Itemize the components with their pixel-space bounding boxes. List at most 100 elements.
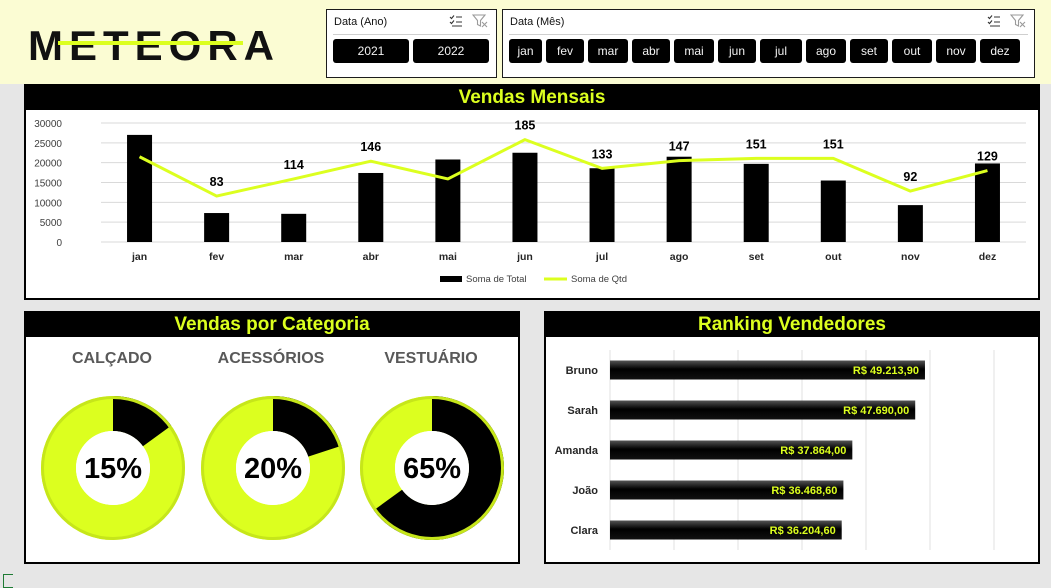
x-tick-label: jul [595,251,608,263]
month-chip[interactable]: out [892,39,932,63]
bar-total [666,156,692,242]
seller-bar [610,440,853,460]
qtd-data-label: 92 [903,170,917,184]
month-chip[interactable]: mai [674,39,714,63]
month-chip[interactable]: dez [980,39,1020,63]
sheet-corner-icon [3,574,13,588]
bar-total [974,163,1000,242]
qtd-data-label: 114 [284,158,304,172]
qtd-data-label: 154 [129,136,150,150]
seller-name: João [572,485,598,497]
month-chip[interactable]: fev [546,39,584,63]
qtd-data-label: 83 [210,175,224,189]
x-tick-label: mai [439,251,457,263]
seller-value-label: R$ 37.864,00 [780,445,846,457]
donut-hole [76,431,150,505]
donut-hole [236,431,310,505]
x-tick-label: jun [516,251,533,263]
donut-outline [360,396,504,540]
clear-filter-icon[interactable] [1010,14,1026,28]
donut-outline [201,396,345,540]
bar-total [512,152,538,242]
slicer-month-title: Data (Mês) [510,16,565,28]
donut-outline [41,396,185,540]
month-chip[interactable]: jul [760,39,802,63]
y-tick-label: 30000 [34,119,62,130]
y-tick-label: 20000 [34,159,62,170]
bar-total [358,172,384,242]
seller-ranking-chart: Bruno R$ 49.213,90 Sarah R$ 47.690,00 Amanda… [555,350,995,550]
bar-total [743,163,769,242]
donut-slice [112,396,172,447]
qtd-data-label: 147 [669,140,690,154]
legend-swatch-total [440,276,462,282]
y-tick-label: 15000 [34,179,62,190]
bar-total [589,168,615,242]
month-chip[interactable]: jan [509,39,542,63]
panel-monthly-sales: Vendas Mensais 30000 25000 20000 15000 10000… [24,84,1040,300]
bar-total [127,134,153,242]
seller-bar [610,400,916,420]
slicer-year-title: Data (Ano) [334,16,388,28]
seller-ranking-title: Ranking Vendedores [546,313,1038,337]
category-label: CALÇADO [72,350,152,367]
donut-percent-label: 65% [403,453,461,485]
y-tick-label: 5000 [40,218,63,229]
monthly-sales-chart: 30000 25000 20000 15000 10000 5000 0 jan fev mar a… [34,119,1026,285]
donut-hole [395,431,469,505]
seller-name: Sarah [567,405,598,417]
y-tick-label: 0 [56,238,62,249]
seller-value-label: R$ 36.204,60 [770,525,836,537]
slicer-year-divider [333,34,490,35]
month-chip[interactable]: abr [632,39,670,63]
bar-total [281,213,307,242]
seller-name: Amanda [555,445,599,457]
donut-percent-label: 20% [244,453,302,485]
bar-total [820,180,846,242]
slicer-year: Data (Ano) 2021 2022 [326,9,497,78]
slicer-month: Data (Mês) jan fev mar abr mai jun jul ago set ou… [502,9,1035,78]
panel-seller-ranking: Ranking Vendedores Bruno R$ 49.213,90 Sara… [544,311,1040,564]
clear-filter-icon[interactable] [472,14,488,28]
seller-name: Bruno [566,365,599,377]
x-tick-label: out [825,251,842,263]
multi-select-icon[interactable] [449,14,463,27]
x-tick-label: abr [363,251,379,263]
year-chip[interactable]: 2021 [333,39,409,63]
x-tick-label: dez [979,251,997,263]
seller-bar [610,480,844,500]
qtd-data-label: 114 [438,158,458,172]
category-sales-title: Vendas por Categoria [26,313,518,337]
multi-select-icon[interactable] [987,14,1001,27]
month-chip[interactable]: set [850,39,888,63]
x-tick-label: fev [209,251,224,263]
donut-percent-label: 15% [84,453,142,485]
qtd-data-label: 185 [515,119,536,133]
x-tick-label: nov [901,251,920,263]
month-chip[interactable]: nov [936,39,976,63]
category-label: ACESSÓRIOS [217,350,325,367]
meteora-logo: METEORA [28,22,274,66]
seller-value-label: R$ 47.690,00 [843,405,909,417]
y-tick-label: 10000 [34,198,62,209]
y-tick-label: 25000 [34,139,62,150]
month-chip[interactable]: jun [718,39,756,63]
legend-label: Soma de Total [466,274,527,285]
donut-slice [272,396,342,458]
qtd-data-label: 133 [592,147,613,161]
qtd-data-label: 151 [823,137,844,151]
seller-value-label: R$ 36.468,60 [771,485,837,497]
seller-value-label: R$ 49.213,90 [853,365,919,377]
slicer-month-divider [509,34,1028,35]
year-chip[interactable]: 2022 [413,39,489,63]
seller-name: Clara [570,525,598,537]
bar-total [204,213,230,242]
month-chip[interactable]: ago [806,39,846,63]
seller-bar [610,520,842,540]
category-label: VESTUÁRIO [384,350,478,367]
x-tick-label: set [749,251,765,263]
bar-total [897,205,923,242]
legend-label: Soma de Qtd [571,274,627,285]
month-chip[interactable]: mar [588,39,628,63]
x-tick-label: mar [284,251,303,263]
